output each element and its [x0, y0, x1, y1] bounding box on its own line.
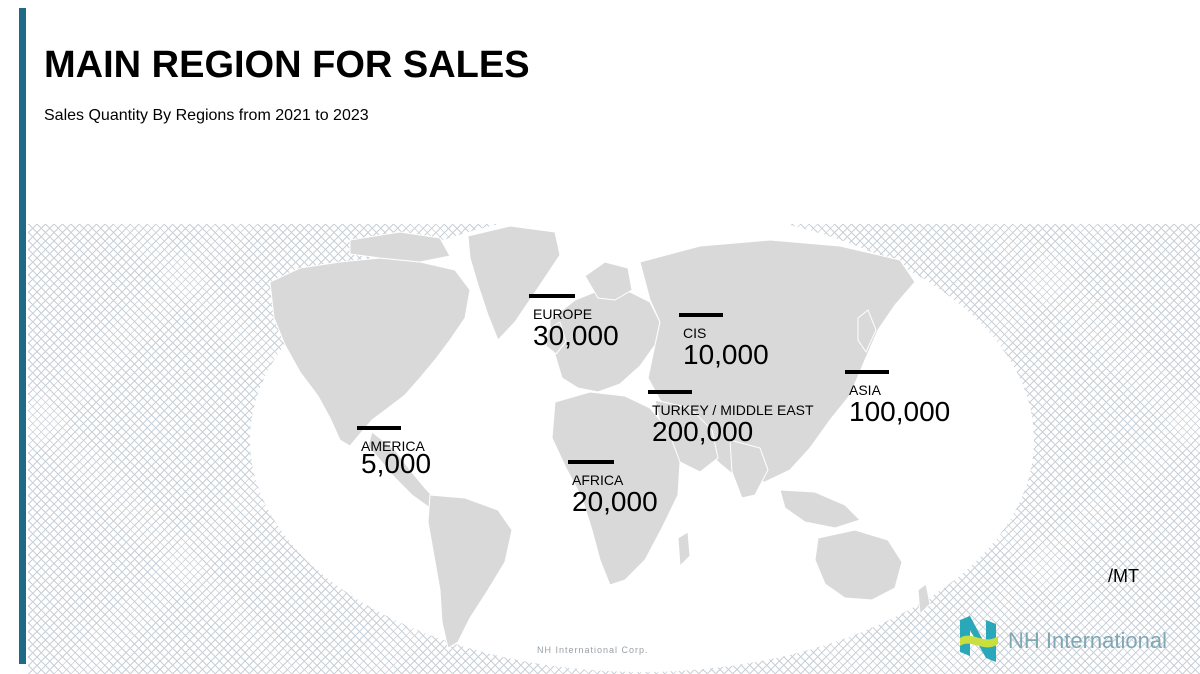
india-land: [729, 439, 769, 499]
region-marker: [679, 313, 723, 317]
region-value: 5,000: [361, 448, 432, 479]
greenland-land: [467, 225, 561, 341]
uk-land: [545, 321, 567, 355]
landmasses: [269, 225, 931, 649]
arctic-islands-land: [349, 231, 451, 263]
company-logo-text: NH International: [1008, 628, 1167, 653]
page-title: MAIN REGION FOR SALES: [44, 44, 530, 86]
region-marker: [568, 460, 614, 464]
south-america-land: [427, 494, 513, 649]
region-name: EUROPE: [533, 306, 593, 322]
region-value: 10,000: [683, 339, 769, 370]
madagascar-land: [677, 531, 691, 568]
region-name: AMERICA: [361, 438, 425, 454]
region-name: AFRICA: [572, 472, 624, 488]
region-marker: [529, 294, 575, 298]
region-marker: [648, 390, 692, 394]
australia-land: [814, 529, 903, 601]
watermark: NH International Corp.: [537, 645, 649, 655]
southeast-asia-land: [779, 489, 861, 529]
region-marker: [357, 426, 401, 430]
nh-logo-icon: [960, 616, 998, 662]
region-name: ASIA: [849, 382, 881, 398]
japan-land: [857, 309, 877, 354]
page-subtitle: Sales Quantity By Regions from 2021 to 2…: [44, 107, 369, 124]
unit-label: /MT: [1108, 566, 1139, 586]
new-zealand-land: [917, 583, 931, 616]
scandinavia-land: [584, 261, 633, 301]
africa-land: [551, 391, 681, 586]
region-value: 20,000: [572, 486, 658, 517]
region-name: TURKEY / MIDDLE EAST: [652, 402, 814, 418]
region-value: 100,000: [849, 396, 951, 427]
region-value: 30,000: [533, 320, 619, 351]
region-marker: [845, 370, 889, 374]
region-value: 200,000: [652, 416, 754, 447]
russia-asia-land: [639, 239, 916, 483]
region-name: CIS: [683, 325, 707, 341]
accent-bar: [19, 8, 26, 664]
